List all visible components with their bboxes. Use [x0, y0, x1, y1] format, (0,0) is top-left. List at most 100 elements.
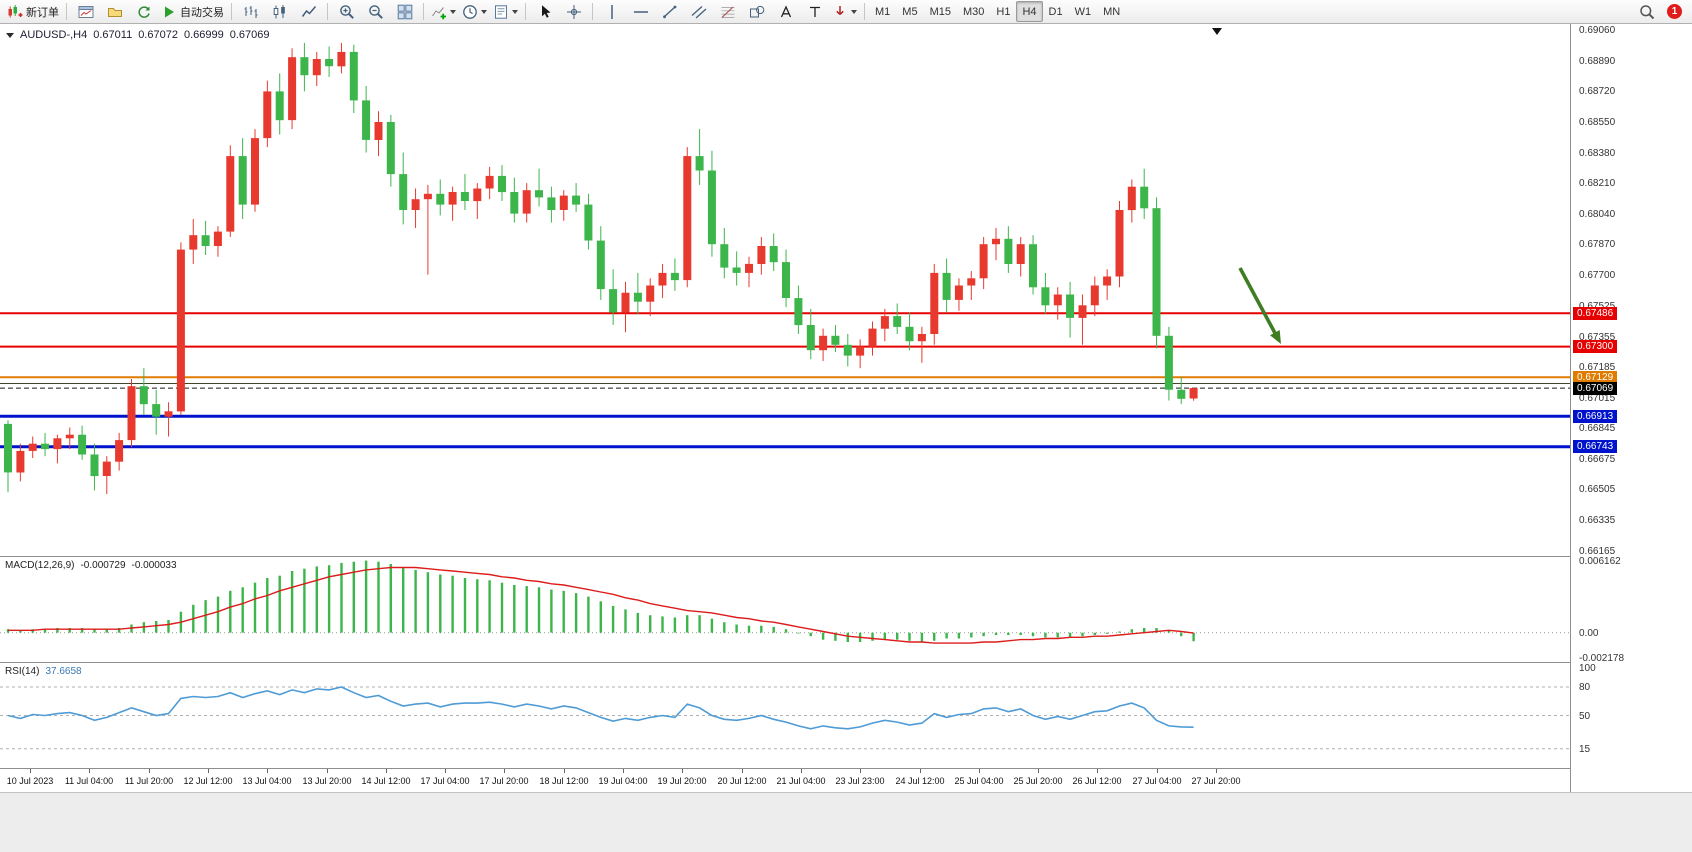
line-chart-icon — [301, 4, 317, 20]
toolbar-group — [332, 0, 419, 23]
arrow-annotation[interactable] — [1238, 267, 1281, 344]
shapes-icon — [749, 4, 765, 20]
rsi-value: 37.6658 — [45, 666, 82, 677]
bars-icon — [243, 4, 259, 20]
toolbar-separator — [66, 3, 67, 20]
timeframe-m5-button[interactable]: M5 — [902, 5, 918, 18]
macd-name: MACD(12,26,9) — [5, 560, 75, 571]
text-label-button[interactable] — [800, 0, 829, 23]
time-axis-label: 20 Jul 12:00 — [717, 776, 767, 786]
rsi-panel[interactable] — [0, 663, 1570, 768]
caret-down-icon — [450, 9, 456, 14]
close-value: 0.67069 — [229, 29, 270, 41]
price-axis-label: 0.66505 — [1579, 484, 1616, 495]
search-button[interactable] — [1632, 0, 1661, 23]
macd-panel[interactable] — [0, 557, 1570, 662]
time-tick — [386, 769, 387, 773]
price-badge-0.67069: 0.67069 — [1573, 382, 1618, 395]
horizontal-line-button[interactable] — [626, 0, 655, 23]
main-toolbar: 新订单 自动交易 M1 M5 M15 M30 H1 H4 D1 W1 MN 1 — [0, 0, 1692, 24]
price-badge-0.67486: 0.67486 — [1573, 307, 1618, 320]
hline-icon — [633, 4, 649, 20]
timeframe-m15-button[interactable]: M15 — [929, 5, 951, 18]
toolbar-separator — [423, 3, 424, 20]
time-axis-label: 19 Jul 20:00 — [657, 776, 707, 786]
crosshair-icon — [566, 4, 582, 20]
shapes-button[interactable] — [742, 0, 771, 23]
trendline-icon — [662, 4, 678, 20]
toolbar-group: 自动交易 — [71, 0, 227, 23]
timeframe-group: M1 M5 M15 M30 H1 H4 D1 W1 MN — [869, 1, 1126, 22]
time-axis-label: 27 Jul 04:00 — [1132, 776, 1182, 786]
time-tick — [564, 769, 565, 773]
chart-shift-marker-icon[interactable] — [1212, 28, 1222, 35]
tile-windows-button[interactable] — [390, 0, 419, 23]
timeframe-mn-button[interactable]: MN — [1103, 5, 1121, 18]
trendline-button[interactable] — [655, 0, 684, 23]
timeframe-m30-button[interactable]: M30 — [962, 5, 985, 18]
symbol-dropdown-icon[interactable] — [6, 32, 14, 38]
bar-chart-button[interactable] — [236, 0, 265, 23]
new-chart-button[interactable] — [71, 0, 100, 23]
candle-chart-button[interactable] — [265, 0, 294, 23]
timeframe-w1-button[interactable]: W1 — [1074, 5, 1092, 18]
new-order-button[interactable]: 新订单 — [4, 0, 62, 23]
low-value: 0.66999 — [183, 29, 224, 41]
high-value: 0.67072 — [138, 29, 178, 41]
refresh-icon — [136, 4, 152, 20]
autotrade-button[interactable]: 自动交易 — [158, 0, 227, 23]
fibo-icon — [720, 4, 736, 20]
toolbar-group — [428, 0, 521, 23]
time-tick — [623, 769, 624, 773]
equidistant-channel-button[interactable] — [684, 0, 713, 23]
text-button[interactable] — [771, 0, 800, 23]
symbol-period-label: AUDUSD-,H4 — [20, 29, 88, 41]
timeframe-m1-button[interactable]: M1 — [875, 5, 891, 18]
macd-axis-label: -0.002178 — [1579, 653, 1625, 664]
time-axis[interactable]: 10 Jul 2023 11 Jul 04:00 11 Jul 20:00 12 Ju… — [0, 769, 1570, 792]
clock-icon — [462, 4, 478, 20]
caret-down-icon — [481, 9, 487, 14]
tile-icon — [397, 4, 413, 20]
vertical-line-button[interactable] — [597, 0, 626, 23]
price-scale[interactable]: 0.69060 0.68890 0.68720 0.68550 0.68380 0.682… — [1571, 24, 1692, 792]
scale-separator — [1570, 24, 1571, 792]
time-tick — [1157, 769, 1158, 773]
macd-histogram — [6, 560, 1195, 642]
timeframe-d1-button[interactable]: D1 — [1048, 5, 1063, 18]
macd-axis-label: 0.006162 — [1579, 556, 1621, 567]
refresh-button[interactable] — [129, 0, 158, 23]
cursor-button[interactable] — [530, 0, 559, 23]
time-tick — [327, 769, 328, 773]
time-axis-label: 25 Jul 20:00 — [1013, 776, 1063, 786]
zoom-in-button[interactable] — [332, 0, 361, 23]
periods-button[interactable] — [459, 0, 490, 23]
macd-signal-line — [8, 566, 1194, 644]
time-axis-label: 23 Jul 23:00 — [835, 776, 885, 786]
indicators-button[interactable] — [428, 0, 459, 23]
price-axis-label: 0.67185 — [1579, 362, 1616, 373]
toolbar-group — [530, 0, 588, 23]
zoom-out-icon — [368, 4, 384, 20]
fibonacci-button[interactable] — [713, 0, 742, 23]
cursor-icon — [537, 4, 553, 20]
search-icon — [1639, 4, 1655, 20]
panel-separator[interactable] — [0, 662, 1692, 663]
alerts-badge[interactable]: 1 — [1667, 4, 1682, 19]
time-tick — [920, 769, 921, 773]
main-chart[interactable] — [0, 24, 1570, 556]
timeframe-h1-button[interactable]: H1 — [996, 5, 1011, 18]
rsi-axis-label: 80 — [1579, 682, 1591, 693]
zoom-out-button[interactable] — [361, 0, 390, 23]
time-axis-label: 25 Jul 04:00 — [954, 776, 1004, 786]
line-chart-button[interactable] — [294, 0, 323, 23]
profiles-button[interactable] — [100, 0, 129, 23]
macd-value: -0.000729 — [80, 560, 126, 571]
crosshair-button[interactable] — [559, 0, 588, 23]
timeframe-h4-button[interactable]: H4 — [1016, 1, 1043, 22]
panel-separator[interactable] — [0, 556, 1692, 557]
arrows-button[interactable] — [829, 0, 860, 23]
price-axis-label: 0.68210 — [1579, 178, 1616, 189]
templates-button[interactable] — [490, 0, 521, 23]
